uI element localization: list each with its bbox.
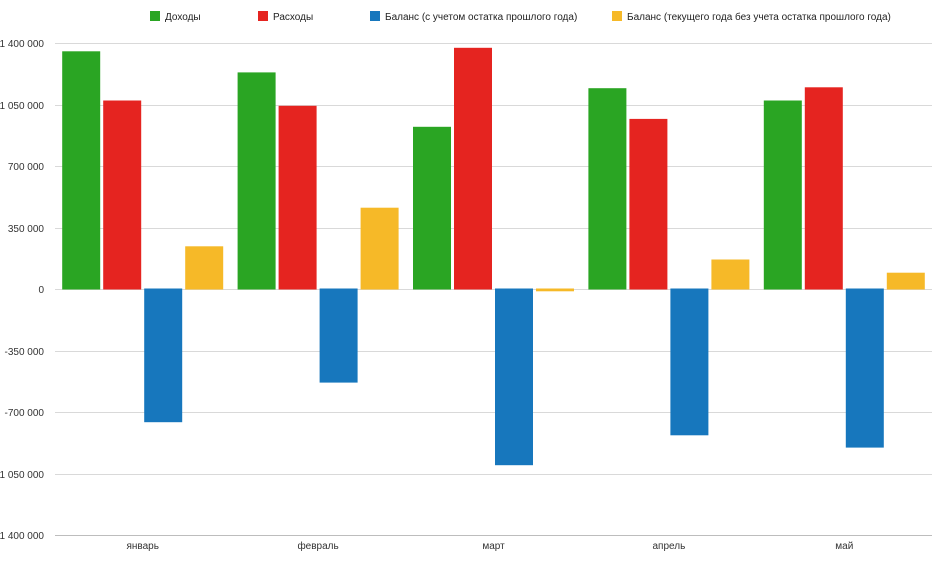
bar [103, 100, 142, 290]
legend-swatch [612, 11, 622, 21]
x-tick-label: апрель [652, 541, 685, 552]
bar [845, 288, 884, 448]
bar [360, 207, 399, 290]
axis-layer: 1 400 000 1 050 000 700 000 350 000 0 -350 00… [0, 39, 853, 552]
bar [536, 288, 574, 292]
y-tick-label: -350 000 [5, 347, 45, 358]
bar [144, 288, 183, 423]
bar [804, 87, 843, 290]
y-tick-label: 350 000 [8, 224, 45, 235]
bar [495, 288, 533, 466]
y-tick-label: 1 400 000 [0, 39, 44, 50]
legend-label: Баланс (с учетом остатка прошлого года) [385, 12, 577, 23]
bar [413, 126, 451, 290]
bar [588, 88, 627, 290]
x-tick-label: март [482, 541, 505, 552]
y-tick-label: -1 400 000 [0, 531, 44, 542]
y-tick-label: 1 050 000 [0, 101, 44, 112]
y-tick-label: 700 000 [8, 162, 45, 173]
bar [278, 105, 317, 290]
y-tick-label: 0 [38, 285, 44, 296]
x-tick-label: май [835, 541, 853, 552]
legend-label: Доходы [165, 12, 201, 23]
bar [763, 100, 802, 290]
x-tick-label: февраль [297, 540, 338, 552]
legend-label: Расходы [273, 12, 313, 23]
bar [62, 51, 101, 290]
bar [670, 288, 709, 436]
bar [237, 72, 276, 290]
bar [629, 118, 668, 290]
legend-swatch [150, 11, 160, 21]
bar [711, 259, 750, 290]
y-tick-label: -700 000 [5, 408, 45, 419]
bar [454, 47, 492, 290]
legend-label: Баланс (текущего года без учета остатка … [627, 11, 891, 23]
y-tick-label: -1 050 000 [0, 470, 44, 481]
legend: Доходы Расходы Баланс (с учетом остатка пр… [150, 11, 891, 23]
bar [185, 246, 224, 290]
bars-layer [62, 47, 925, 466]
x-tick-label: январь [126, 541, 158, 552]
bar [886, 272, 925, 290]
grid-layer [55, 43, 932, 536]
legend-swatch [370, 11, 380, 21]
legend-swatch [258, 11, 268, 21]
bar [319, 288, 358, 383]
